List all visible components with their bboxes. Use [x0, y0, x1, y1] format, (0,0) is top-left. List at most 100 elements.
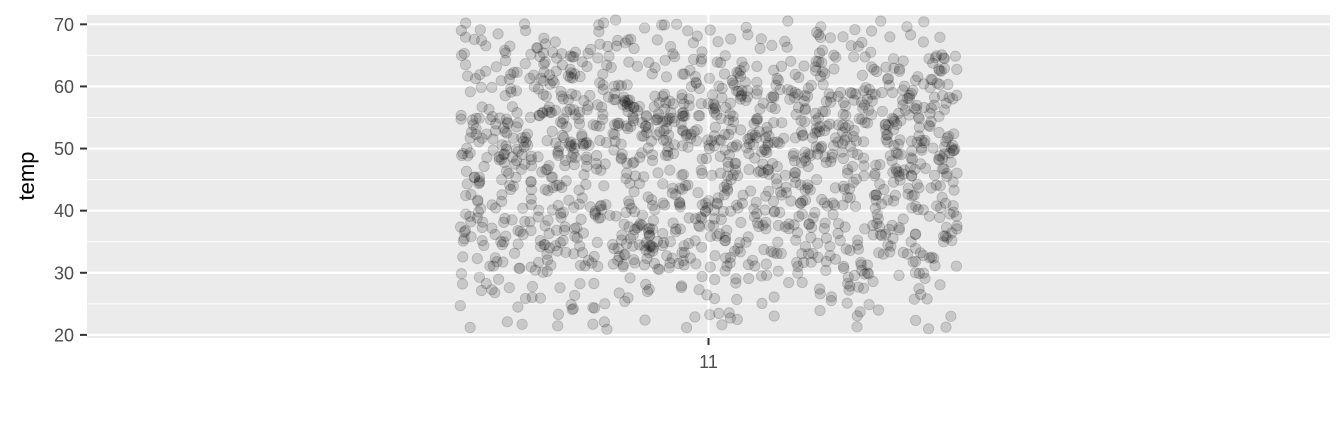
- data-point: [891, 118, 903, 131]
- data-point: [469, 73, 482, 85]
- data-point: [929, 52, 942, 64]
- data-point: [940, 221, 953, 233]
- data-point: [718, 189, 730, 201]
- data-point: [827, 197, 839, 209]
- data-point: [757, 158, 769, 170]
- data-point: [906, 170, 918, 182]
- data-point: [927, 57, 939, 69]
- data-point: [736, 89, 748, 101]
- data-point: [915, 142, 928, 154]
- data-point: [617, 261, 629, 273]
- data-point: [906, 202, 918, 214]
- data-point: [624, 272, 636, 284]
- data-point: [689, 235, 701, 247]
- data-point: [706, 135, 718, 147]
- data-point: [571, 222, 583, 234]
- data-point: [719, 235, 731, 247]
- data-point: [519, 58, 531, 70]
- data-point: [496, 239, 508, 251]
- data-point: [661, 146, 674, 158]
- data-point: [565, 67, 578, 79]
- data-point: [828, 199, 841, 211]
- data-point: [579, 260, 591, 272]
- data-point: [925, 102, 937, 114]
- data-point: [524, 111, 537, 124]
- data-point: [612, 254, 624, 266]
- data-point: [519, 158, 531, 170]
- data-point: [571, 232, 583, 244]
- data-point: [880, 133, 892, 146]
- data-point: [550, 65, 562, 77]
- data-point: [854, 306, 866, 318]
- data-point: [904, 29, 917, 41]
- data-point: [852, 281, 864, 293]
- data-point: [716, 92, 728, 104]
- data-point: [740, 21, 752, 34]
- data-point: [887, 124, 900, 136]
- data-point: [486, 284, 498, 296]
- data-point: [771, 72, 783, 85]
- data-point: [743, 138, 756, 150]
- data-point: [794, 179, 807, 191]
- data-point: [490, 118, 502, 130]
- data-point: [620, 238, 633, 250]
- data-point: [581, 161, 593, 173]
- data-point: [599, 298, 611, 310]
- data-point: [544, 106, 556, 119]
- data-point: [474, 69, 486, 81]
- data-point: [566, 151, 578, 163]
- data-point: [909, 314, 922, 326]
- data-point: [730, 277, 742, 289]
- data-point: [836, 126, 849, 138]
- data-point: [557, 93, 569, 105]
- data-point: [650, 114, 662, 126]
- data-point: [617, 99, 629, 111]
- data-point: [500, 140, 512, 152]
- data-point: [751, 84, 764, 96]
- data-point: [514, 226, 526, 238]
- data-point: [791, 227, 804, 239]
- data-point: [472, 206, 484, 218]
- data-point: [881, 129, 894, 141]
- data-point: [580, 178, 592, 190]
- data-point: [917, 36, 930, 48]
- data-point: [512, 145, 524, 157]
- data-point: [643, 56, 655, 69]
- data-point: [660, 123, 673, 135]
- data-point: [780, 187, 793, 199]
- data-point: [704, 309, 716, 321]
- data-point: [883, 79, 895, 91]
- data-point: [893, 166, 905, 178]
- data-point: [519, 25, 532, 37]
- data-point: [719, 235, 732, 247]
- data-point: [802, 161, 814, 173]
- data-point: [776, 117, 788, 129]
- data-point: [457, 235, 469, 247]
- data-point: [501, 316, 513, 328]
- data-point: [901, 21, 913, 33]
- data-point: [797, 195, 809, 207]
- data-point: [809, 61, 822, 73]
- data-point: [711, 56, 723, 68]
- data-point: [595, 164, 607, 176]
- data-point: [887, 166, 899, 178]
- data-point: [489, 202, 502, 214]
- data-point: [627, 110, 639, 122]
- data-point: [634, 218, 646, 230]
- data-point: [820, 232, 833, 244]
- data-point: [821, 120, 833, 132]
- data-point: [944, 147, 956, 159]
- data-point: [477, 216, 489, 228]
- data-point: [732, 170, 744, 182]
- data-point: [934, 202, 947, 214]
- data-point: [768, 247, 780, 259]
- data-point: [597, 83, 609, 96]
- data-point: [762, 163, 774, 175]
- data-point: [629, 257, 641, 269]
- data-point: [875, 15, 887, 27]
- data-point: [948, 184, 960, 196]
- data-point: [813, 283, 826, 295]
- data-point: [719, 128, 731, 140]
- data-point: [859, 51, 871, 63]
